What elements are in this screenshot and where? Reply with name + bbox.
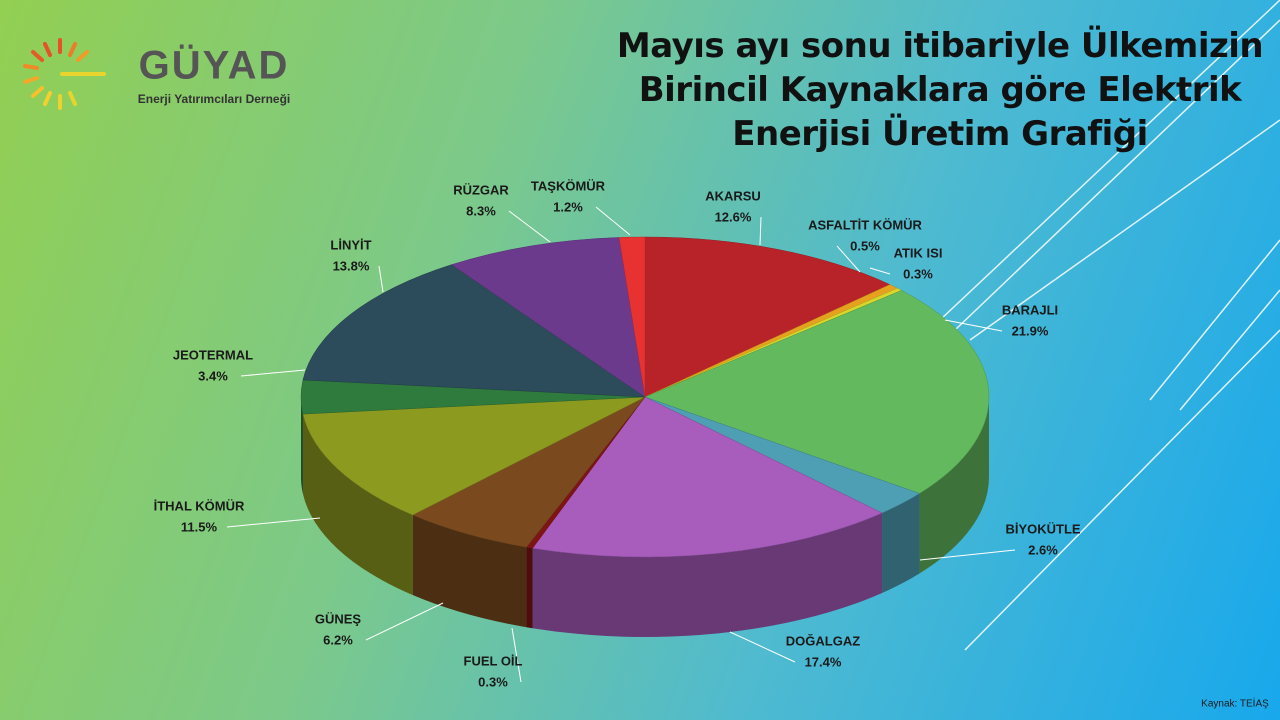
- source: Kaynak: TEİAŞ: [1201, 697, 1269, 710]
- data-label-value: 11.5%: [181, 519, 218, 534]
- data-label-name: BİYOKÜTLE: [1005, 521, 1080, 536]
- leader-line: [365, 602, 444, 641]
- leader-line: [508, 210, 551, 243]
- data-label-value: 0.5%: [850, 238, 880, 253]
- slice: [302, 396, 646, 516]
- leader-line: [595, 206, 631, 236]
- data-label-value: 3.4%: [198, 368, 228, 383]
- data-label-name: ATIK ISI: [894, 245, 943, 260]
- leader-line: [226, 517, 321, 528]
- data-label-name: RÜZGAR: [453, 182, 509, 197]
- data-label-value: 1.2%: [553, 199, 583, 214]
- data-label-value: 17.4%: [805, 654, 842, 669]
- data-label-name: İTHAL KÖMÜR: [154, 498, 245, 513]
- data-label-value: 21.9%: [1012, 323, 1049, 338]
- leader-line: [944, 319, 1003, 332]
- data-label-name: AKARSU: [705, 188, 761, 203]
- slice: [412, 396, 646, 548]
- slice-side: [919, 397, 989, 574]
- slice: [532, 396, 883, 558]
- logo-name: GÜYAD: [139, 43, 290, 88]
- data-label-value: 12.6%: [715, 209, 752, 224]
- leader-line: [919, 549, 1016, 561]
- data-label-name: LİNYİT: [330, 237, 371, 252]
- slice-side: [532, 512, 883, 637]
- data-label-value: 6.2%: [323, 632, 353, 647]
- slice-side: [882, 493, 920, 593]
- slice: [618, 236, 646, 398]
- decor-lines: [939, 0, 1280, 651]
- chart-title: Mayıs ayı sonu itibariyle Ülkemizin Biri…: [616, 26, 1264, 154]
- slice-side: [302, 414, 413, 596]
- leader-line: [729, 631, 796, 663]
- data-label-value: 2.6%: [1028, 542, 1058, 557]
- slice: [644, 290, 990, 494]
- data-label-value: 0.3%: [903, 266, 933, 281]
- data-label-name: TAŞKÖMÜR: [531, 178, 606, 193]
- data-label-name: GÜNEŞ: [315, 611, 362, 626]
- logo-sun: [23, 38, 106, 110]
- slice-side: [526, 547, 533, 629]
- slice-side: [301, 397, 303, 495]
- slice: [302, 264, 646, 398]
- data-label-value: 0.3%: [478, 674, 508, 689]
- data-label-value: 8.3%: [466, 203, 496, 218]
- slice: [451, 237, 646, 398]
- leader-line: [836, 245, 861, 273]
- slice: [644, 236, 891, 398]
- logo-subtitle: Enerji Yatırımcıları Derneği: [138, 92, 291, 106]
- data-label-name: DOĞALGAZ: [786, 633, 860, 648]
- leader-line: [378, 265, 384, 293]
- leader-line: [240, 369, 306, 377]
- slice-side: [412, 515, 527, 628]
- data-label-value: 13.8%: [333, 258, 370, 273]
- data-label-name: ASFALTİT KÖMÜR: [808, 217, 922, 232]
- data-label-name: FUEL OİL: [464, 653, 523, 668]
- data-label-name: BARAJLI: [1002, 302, 1058, 317]
- leader-line: [759, 216, 762, 246]
- data-label-name: JEOTERMAL: [173, 347, 253, 362]
- leader-line: [511, 627, 522, 683]
- leader-line: [869, 267, 891, 275]
